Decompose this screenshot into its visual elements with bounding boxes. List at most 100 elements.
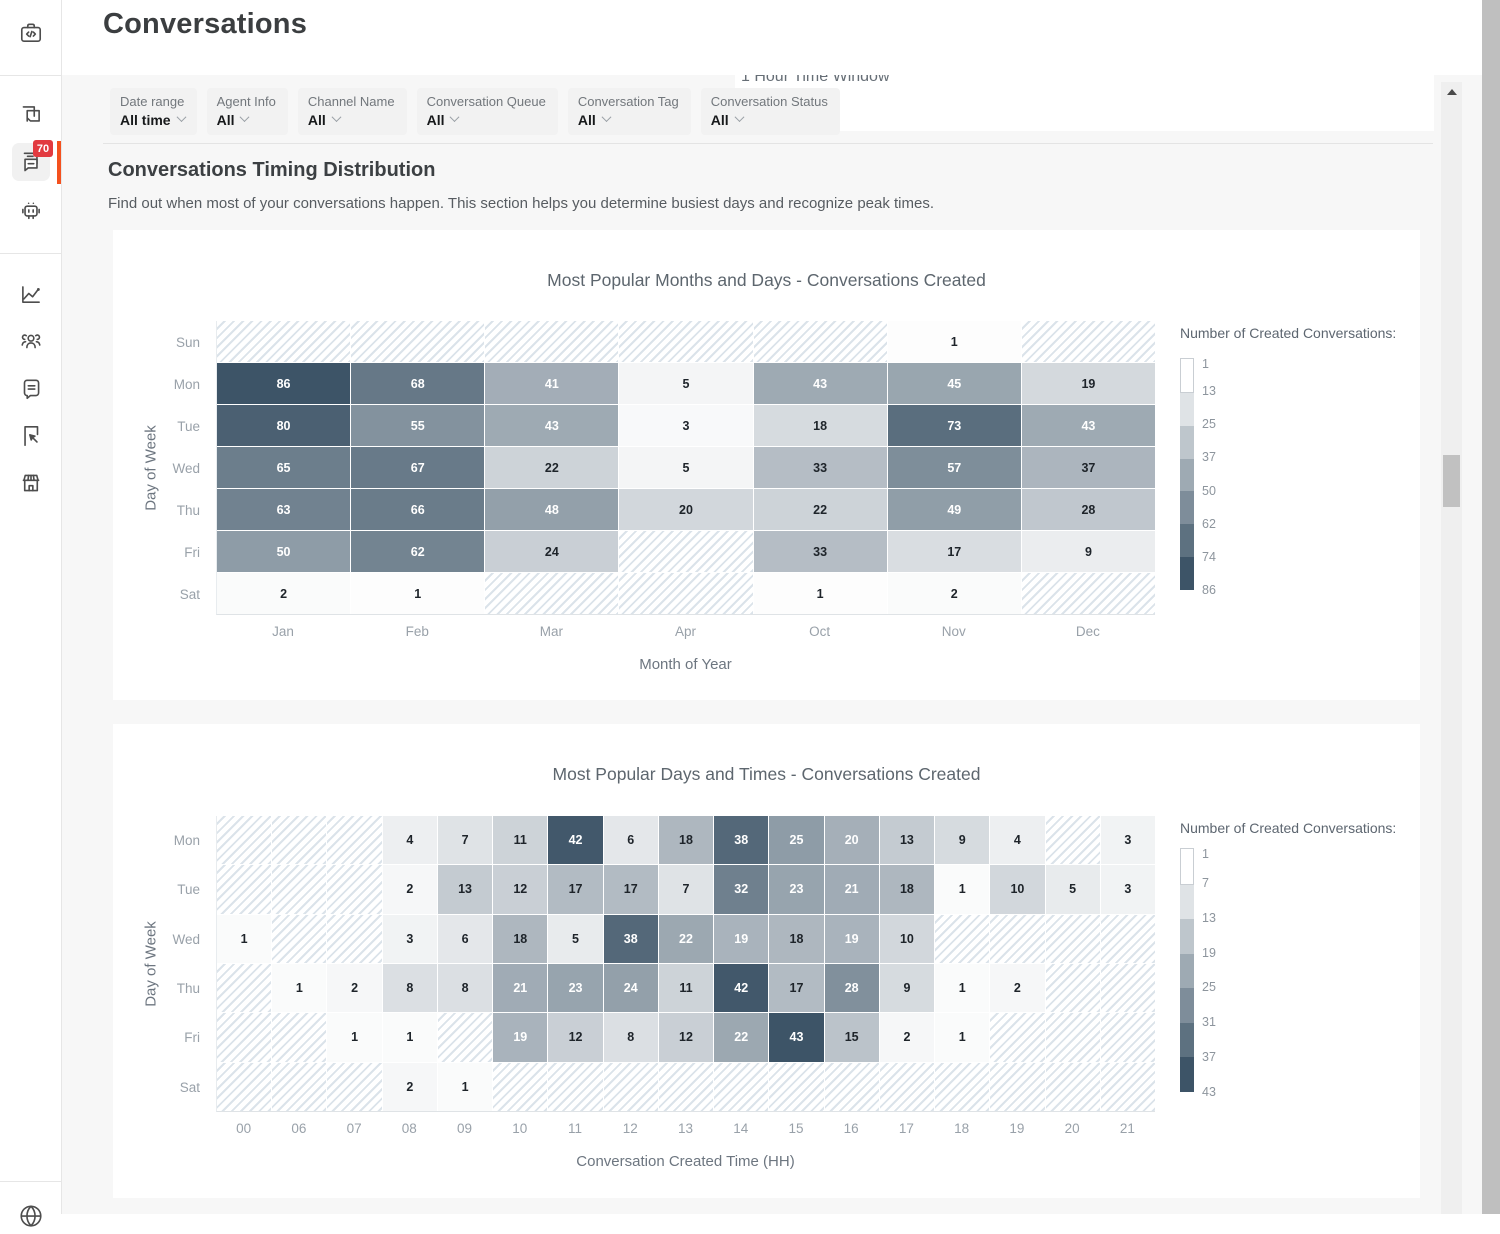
sidebar-item-dev-tools[interactable]	[18, 20, 44, 46]
col-label: 20	[1064, 1121, 1080, 1136]
heatmap-cell: 9	[935, 816, 990, 865]
col-label: Dec	[1075, 624, 1100, 639]
sidebar-item-chatbot[interactable]	[18, 198, 44, 224]
heatmap-cell	[1045, 1062, 1100, 1111]
heatmap-cell: 1	[382, 1013, 437, 1062]
sidebar-item-conversation-review[interactable]	[18, 102, 44, 128]
legend-tick: 1	[1202, 357, 1209, 371]
scrollbar-thumb[interactable]	[1443, 455, 1460, 507]
heatmap-cell	[990, 1013, 1045, 1062]
analytics-icon	[21, 286, 40, 303]
sidebar-item-marketplace[interactable]	[18, 470, 44, 496]
heatmap-cell: 6	[437, 914, 493, 963]
heatmap-cell: 33	[753, 531, 887, 572]
y-axis-tick-labels: Mon Tue Wed Thu Fri Sat	[113, 816, 200, 1112]
filter-chip-date-range[interactable]: Date range All time	[110, 88, 197, 135]
legend-color-bar	[1180, 848, 1194, 1093]
filter-chip-conversation-tag[interactable]: Conversation Tag All	[567, 88, 691, 135]
row-label: Wed	[172, 460, 200, 476]
x-axis-tick-labels: 00 06 07 08 09 10 11 12 13 14 15 16 17 18 19 20 21	[216, 1121, 1155, 1139]
chevron-down-icon	[734, 112, 745, 123]
sidebar-item-engage[interactable]	[18, 423, 44, 449]
heatmap-cell: 43	[769, 1013, 824, 1062]
heatmap-cell: 3	[1100, 865, 1155, 914]
conversation-review-icon	[22, 106, 40, 122]
x-axis-label: Month of Year	[639, 656, 732, 673]
main-content: 1 Hour Time Window Date range All time Age…	[62, 75, 1482, 1214]
time-window-control[interactable]: 1 Hour Time Window	[735, 75, 1434, 131]
heatmap-cell	[485, 573, 619, 614]
filter-label: Conversation Queue	[426, 94, 546, 109]
row-label: Thu	[176, 981, 200, 997]
sidebar-item-analytics[interactable]	[18, 281, 44, 307]
col-label: 15	[788, 1121, 804, 1136]
heatmap-cell	[603, 1062, 658, 1111]
heatmap-cell: 5	[619, 447, 753, 488]
inner-scrollbar[interactable]	[1441, 82, 1462, 1214]
legend-color-block	[1180, 392, 1194, 426]
sidebar-item-team[interactable]	[18, 328, 44, 354]
heatmap-cell: 8	[382, 963, 437, 1013]
row-label: Thu	[176, 502, 200, 518]
heatmap-cell	[1045, 914, 1100, 963]
sidebar-item-knowledge-base[interactable]	[18, 376, 44, 402]
filter-chip-conversation-queue[interactable]: Conversation Queue All	[416, 88, 558, 135]
filter-chip-agent-info[interactable]: Agent Info All	[206, 88, 288, 135]
col-label: 19	[1009, 1121, 1025, 1136]
heatmap-cell: 1	[935, 865, 990, 914]
filter-label: Agent Info	[216, 94, 276, 109]
heatmap-cell: 20	[824, 816, 879, 865]
heatmap-cell	[1045, 963, 1100, 1013]
marketplace-icon	[22, 474, 39, 492]
heatmap-cell: 19	[714, 914, 769, 963]
heatmap-cell: 12	[548, 1013, 603, 1062]
heatmap-cell: 32	[714, 865, 769, 914]
heatmap-cell	[619, 321, 753, 362]
heatmap-cell	[217, 963, 272, 1013]
filter-chip-channel-name[interactable]: Channel Name All	[297, 88, 407, 135]
heatmap-cell: 22	[485, 447, 619, 488]
heatmap-cell	[327, 1062, 382, 1111]
heatmap-cell: 15	[824, 1013, 879, 1062]
sidebar-divider	[0, 75, 62, 76]
heatmap-cell: 12	[658, 1013, 714, 1062]
heatmap-cell: 8	[603, 1013, 658, 1062]
heatmap-cell: 80	[217, 405, 351, 446]
filter-bar: Date range All time Agent Info All Channel N…	[110, 88, 840, 135]
legend-tick: 50	[1202, 483, 1216, 498]
filter-chip-conversation-status[interactable]: Conversation Status All	[700, 88, 840, 135]
heatmap-cell: 50	[217, 531, 351, 572]
heatmap-cell: 33	[753, 447, 887, 488]
heatmap-cell: 5	[548, 914, 603, 963]
col-label: 07	[346, 1121, 362, 1136]
heatmap-cell: 43	[1021, 405, 1155, 446]
heatmap-cell: 21	[493, 963, 548, 1013]
sidebar-item-language[interactable]	[18, 1203, 44, 1229]
scrollbar-up-button[interactable]	[1441, 82, 1462, 102]
filter-value: All	[217, 112, 276, 128]
heatmap-cell	[990, 1062, 1045, 1111]
window-scrollbar[interactable]	[1482, 0, 1500, 1214]
legend-tick: 74	[1202, 549, 1216, 564]
heatmap-cell: 25	[769, 816, 824, 865]
heatmap-cell: 63	[217, 489, 351, 530]
section-subtitle: Find out when most of your conversations…	[108, 195, 935, 212]
heatmap-cell: 57	[887, 447, 1021, 488]
heatmap-cell: 24	[603, 963, 658, 1013]
col-label: 11	[568, 1121, 583, 1136]
chevron-down-icon	[601, 112, 612, 123]
legend-tick: 19	[1202, 945, 1216, 960]
chevron-down-icon	[240, 112, 250, 123]
heatmap-cell	[1021, 321, 1155, 362]
sidebar-item-conversations[interactable]	[18, 149, 44, 175]
legend-tick: 25	[1202, 980, 1216, 995]
col-label: 10	[512, 1121, 528, 1136]
heatmap-cell: 28	[824, 963, 879, 1013]
heatmap-cell: 13	[437, 865, 493, 914]
heatmap-cell: 38	[714, 816, 769, 865]
heatmap-cell	[769, 1062, 824, 1111]
chart-card-days-times: Most Popular Days and Times - Conversati…	[113, 724, 1420, 1198]
col-label: 13	[677, 1121, 693, 1136]
y-axis-tick-labels: Sun Mon Tue Wed Thu Fri Sat	[113, 321, 200, 615]
chatbot-icon	[21, 202, 40, 220]
